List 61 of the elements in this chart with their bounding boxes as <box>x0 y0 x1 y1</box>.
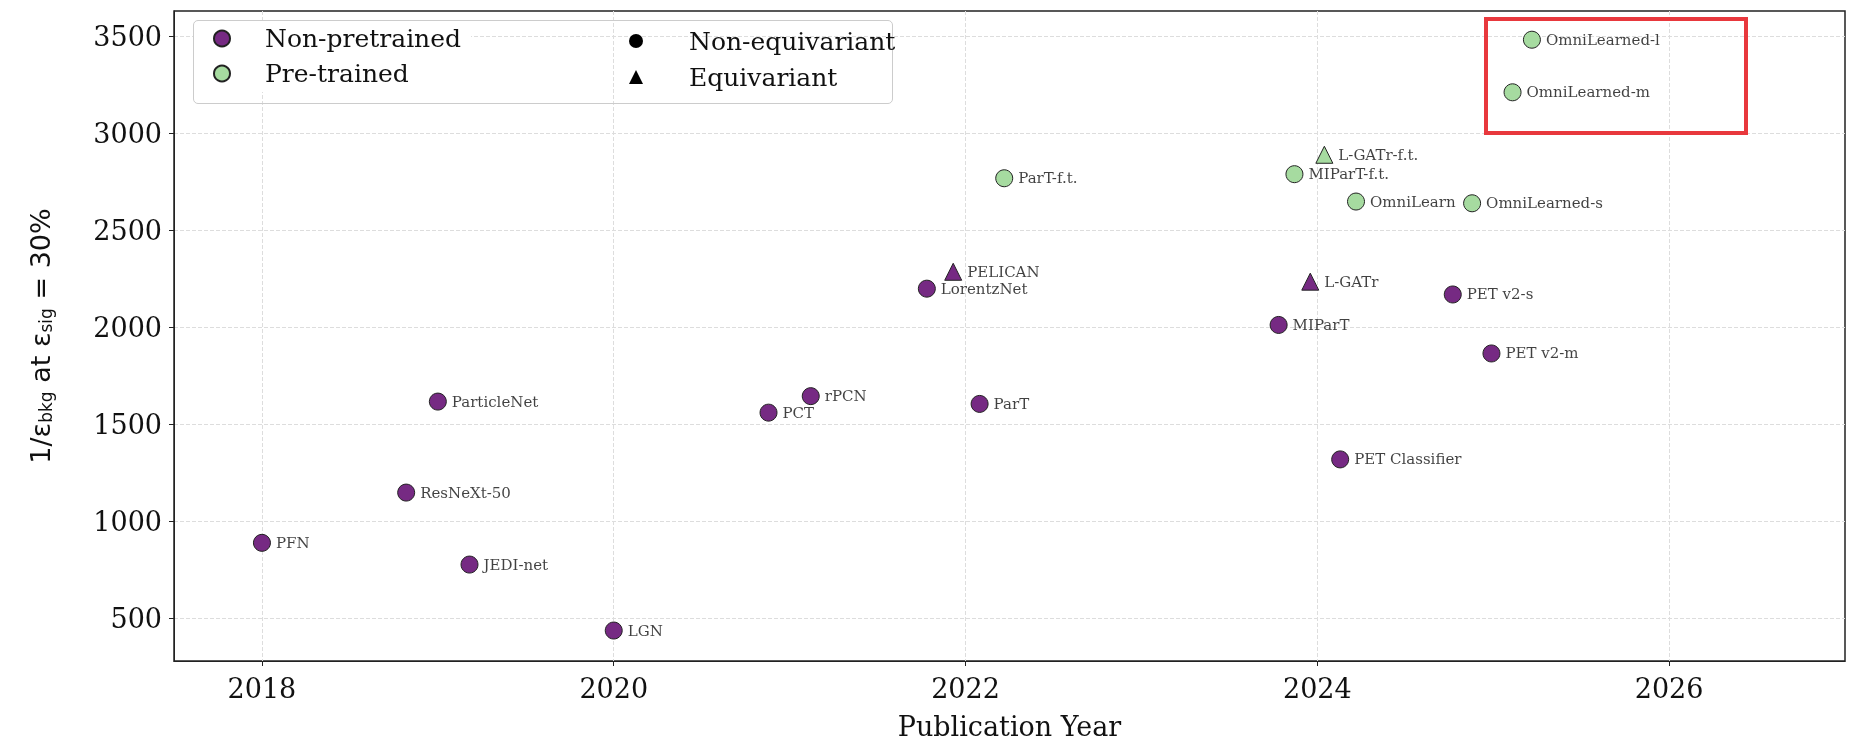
x-tick-label: 2022 <box>931 673 1000 704</box>
y-tick-label: 1000 <box>93 505 162 537</box>
annotation: PELICAN <box>967 262 1040 281</box>
annotation: MIParT-f.t. <box>1308 165 1389 184</box>
point <box>428 392 447 411</box>
annotation: ParticleNet <box>451 392 539 411</box>
point <box>1331 450 1350 469</box>
y-tick-label: 500 <box>110 602 162 634</box>
point <box>1522 30 1541 49</box>
annotation: OmniLearned-l <box>1545 30 1661 49</box>
point <box>801 387 820 406</box>
annotation: PFN <box>275 533 310 552</box>
annotation: rPCN <box>824 387 867 406</box>
point <box>1443 285 1462 304</box>
y-tick-label: 3500 <box>93 20 162 52</box>
annotation: LGN <box>627 621 663 640</box>
legend-label: Non-pretrained <box>265 24 462 53</box>
point <box>1503 83 1522 102</box>
point <box>1285 165 1304 184</box>
x-tick-label: 2026 <box>1634 673 1704 704</box>
legend-label: Pre-trained <box>265 59 409 88</box>
annotation: PCT <box>782 403 815 422</box>
annotation: OmniLearn <box>1370 192 1456 211</box>
point <box>917 279 936 298</box>
point <box>252 533 271 552</box>
y-tick-label: 3000 <box>93 117 162 149</box>
annotation: L-GATr-f.t. <box>1338 145 1419 164</box>
point <box>460 555 479 574</box>
annotation: LorentzNet <box>940 279 1028 298</box>
annotation: PET Classifier <box>1354 450 1463 469</box>
point <box>759 403 778 422</box>
annotation: OmniLearned-s <box>1486 194 1603 213</box>
y-tick-label: 2000 <box>93 311 162 343</box>
annotation: MIParT <box>1292 315 1350 334</box>
annotation: PET v2-m <box>1505 344 1579 363</box>
annotation: ResNeXt-50 <box>420 483 511 502</box>
point <box>970 394 989 413</box>
point <box>604 621 623 640</box>
point <box>944 262 963 281</box>
point <box>397 483 416 502</box>
x-tick-label: 2018 <box>227 673 297 704</box>
annotation: Equivariant <box>689 62 838 92</box>
point <box>1482 344 1501 363</box>
annotation: PET v2-s <box>1466 285 1534 304</box>
point <box>1463 194 1482 213</box>
point <box>995 169 1014 188</box>
point <box>1301 272 1320 291</box>
annotation: ParT <box>993 394 1030 413</box>
annotation: JEDI-net <box>481 555 549 574</box>
y-tick-label: 1500 <box>93 408 162 440</box>
annotation: OmniLearned-m <box>1526 83 1650 102</box>
point <box>1269 315 1288 334</box>
annotation: L-GATr <box>1324 272 1380 291</box>
y-axis-title: 1/εbkg at εsig = 30% <box>25 208 56 464</box>
annotation: Non-equivariant <box>689 26 896 56</box>
x-axis-title: Publication Year <box>897 711 1122 742</box>
x-tick-label: 2020 <box>579 673 649 704</box>
annotation: ParT-f.t. <box>1018 169 1078 188</box>
x-tick-label: 2024 <box>1282 673 1352 704</box>
y-tick-label: 2500 <box>93 214 162 246</box>
point <box>1347 192 1366 211</box>
